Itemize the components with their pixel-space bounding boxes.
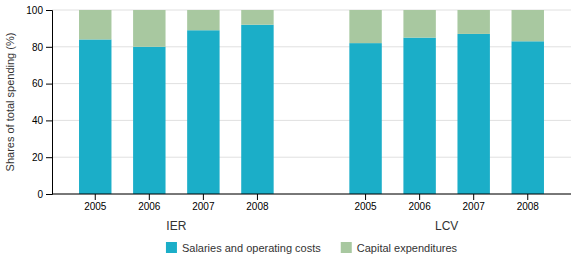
y-tick-mark (46, 194, 52, 195)
x-tick: 2008 (517, 194, 540, 212)
y-tick-label: 0 (37, 189, 43, 200)
grid-line (52, 157, 571, 158)
group-label: LCV (435, 219, 458, 233)
grid-line (52, 194, 571, 195)
y-tick-mark (46, 10, 52, 11)
x-tick: 2007 (192, 194, 215, 212)
y-tick-mark (46, 120, 52, 121)
x-tick-mark (473, 194, 474, 200)
x-tick-label: 2005 (84, 201, 107, 212)
x-tick-label: 2006 (138, 201, 161, 212)
group-label: IER (166, 219, 186, 233)
legend-label: Salaries and operating costs (182, 242, 321, 254)
y-tick: 100 (26, 5, 52, 16)
y-tick-label: 20 (32, 152, 44, 163)
x-axis: 2005 2006 2007 2008 (354, 194, 539, 212)
chart: 0204060801002005200620072008IER200520062… (0, 0, 583, 266)
grid-line (52, 10, 571, 11)
x-tick-label: 2006 (409, 201, 432, 212)
x-tick-label: 2007 (192, 201, 215, 212)
x-tick: 2005 (84, 194, 107, 212)
bar (241, 10, 273, 25)
bar (457, 10, 489, 34)
legend-swatch (341, 242, 352, 253)
plot: 0204060801002005200620072008IER200520062… (26, 5, 571, 233)
x-tick-mark (419, 194, 420, 200)
bar (187, 10, 219, 30)
bar (403, 10, 435, 38)
y-tick-label: 60 (32, 78, 44, 89)
y-tick: 40 (32, 115, 52, 126)
bar (79, 39, 111, 194)
grid (52, 10, 571, 194)
y-tick-mark (46, 47, 52, 48)
bar (512, 10, 544, 41)
grid-line (52, 46, 571, 47)
y-tick-mark (46, 157, 52, 158)
x-axis-line (52, 194, 571, 195)
x-tick: 2008 (246, 194, 269, 212)
x-tick-label: 2008 (246, 201, 269, 212)
bar (349, 43, 381, 194)
x-tick: 2006 (138, 194, 161, 212)
series (79, 25, 544, 194)
x-tick-label: 2005 (354, 201, 377, 212)
x-tick-mark (527, 194, 528, 200)
bar (457, 34, 489, 194)
legend-item: Capital expenditures (341, 242, 458, 254)
bars (79, 10, 544, 194)
x-tick-mark (149, 194, 150, 200)
y-tick-label: 40 (32, 115, 44, 126)
y-tick-label: 100 (26, 5, 43, 16)
y-tick: 20 (32, 152, 52, 163)
legend: Salaries and operating costs Capital expe… (166, 242, 458, 254)
x-tick: 2006 (409, 194, 432, 212)
bar (403, 38, 435, 194)
series (79, 10, 544, 47)
y-tick-mark (46, 84, 52, 85)
grid-line (52, 120, 571, 121)
bar (241, 25, 273, 194)
x-tick-mark (203, 194, 204, 200)
x-tick-label: 2007 (463, 201, 486, 212)
y-tick: 0 (37, 189, 52, 200)
bar (79, 10, 111, 39)
y-tick-label: 80 (32, 42, 44, 53)
y-axis-line (46, 11, 53, 195)
bar (133, 10, 165, 47)
bar (133, 47, 165, 194)
legend-item: Salaries and operating costs (166, 242, 321, 254)
y-tick: 60 (32, 78, 52, 89)
y-axis: 0 20 40 60 80 100 (26, 5, 52, 200)
legend-label: Capital expenditures (357, 242, 458, 254)
x-tick: 2005 (354, 194, 377, 212)
bar (349, 10, 381, 43)
bar (187, 30, 219, 194)
x-tick-mark (365, 194, 366, 200)
x-tick-label: 2008 (517, 201, 540, 212)
x-tick-mark (95, 194, 96, 200)
x-axis: 2005 2006 2007 2008 (84, 194, 269, 212)
x-tick-mark (257, 194, 258, 200)
legend-swatch (166, 242, 177, 253)
bar (512, 41, 544, 194)
y-tick: 80 (32, 42, 52, 53)
y-axis-title: Shares of total spending (%) (4, 33, 16, 172)
x-tick: 2007 (463, 194, 486, 212)
grid-line (52, 83, 571, 84)
